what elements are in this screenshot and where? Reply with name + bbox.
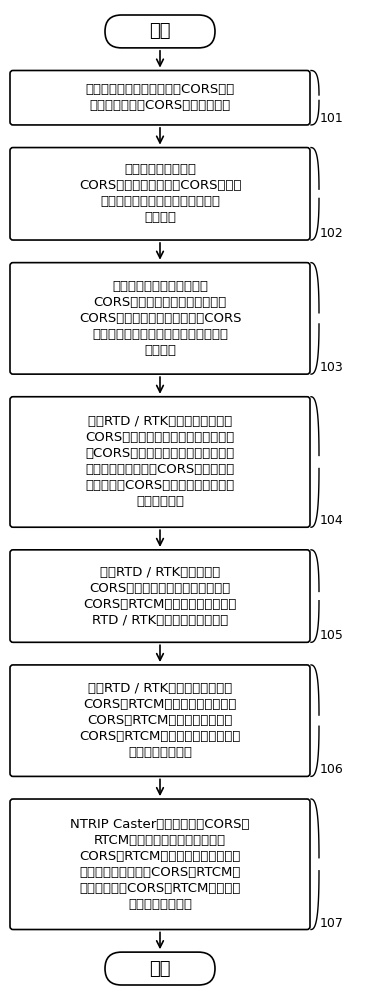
Text: 103: 103 — [320, 361, 344, 374]
FancyBboxPatch shape — [105, 15, 215, 48]
FancyBboxPatch shape — [10, 263, 310, 374]
Text: NTRIP Caster集群请求订阅CORS站
RTCM数据，从数据库中获取存有
CORS站RTCM数据的服务器的连接信
息并建立连接，获得CORS站RTCM数: NTRIP Caster集群请求订阅CORS站 RTCM数据，从数据库中获取存有… — [70, 818, 250, 911]
FancyBboxPatch shape — [10, 665, 310, 776]
Text: 网络RTD / RTK算法集群将
CORS站原始数据经过算法运算产生
CORS站RTCM数据，并存储到网络
RTD / RTK算法集群的服务器中: 网络RTD / RTK算法集群将 CORS站原始数据经过算法运算产生 CORS站… — [83, 566, 237, 627]
FancyBboxPatch shape — [10, 799, 310, 930]
FancyBboxPatch shape — [10, 397, 310, 527]
Text: 105: 105 — [320, 629, 344, 642]
Text: 104: 104 — [320, 514, 344, 527]
FancyBboxPatch shape — [105, 952, 215, 985]
FancyBboxPatch shape — [10, 550, 310, 642]
Text: 网络RTD / RTK算法集群请求订阅
CORS站原始数据，从数据库中获取存
有CORS站原始数据的服务器的连接信
息并建立连接，获得CORS站原始数据
，并将: 网络RTD / RTK算法集群请求订阅 CORS站原始数据，从数据库中获取存 有… — [85, 415, 234, 508]
Text: 107: 107 — [320, 917, 344, 930]
Text: 101: 101 — [320, 112, 344, 125]
Text: 106: 106 — [320, 763, 344, 776]
Text: 102: 102 — [320, 227, 344, 240]
FancyBboxPatch shape — [10, 70, 310, 125]
Text: 开始: 开始 — [149, 22, 171, 40]
Text: 网络RTD / RTK算法集群请求发布
CORS站RTCM数据，并将请求发布
CORS站RTCM数据的信息和存有
CORS站RTCM数据的服务器的连接信
息存储: 网络RTD / RTK算法集群请求发布 CORS站RTCM数据，并将请求发布 C… — [79, 682, 241, 759]
Text: 源站数据接收集群和
CORS站建立连接，获得CORS站原始
数据并存储到源站数据接收集群的
服务器中: 源站数据接收集群和 CORS站建立连接，获得CORS站原始 数据并存储到源站数据… — [79, 163, 241, 224]
FancyBboxPatch shape — [10, 148, 310, 240]
Text: 源站数据接收集群请求发布
CORS站原始数据，并将请求发布
CORS站原始数据的信息和存有CORS
站原始数据的服务器的连接信息存储到
数据库中: 源站数据接收集群请求发布 CORS站原始数据，并将请求发布 CORS站原始数据的… — [79, 280, 241, 357]
Text: 源站数据接收集群请求订阅CORS站原
始数据，并获得CORS站的连接信息: 源站数据接收集群请求订阅CORS站原 始数据，并获得CORS站的连接信息 — [85, 83, 234, 112]
Text: 结束: 结束 — [149, 960, 171, 978]
